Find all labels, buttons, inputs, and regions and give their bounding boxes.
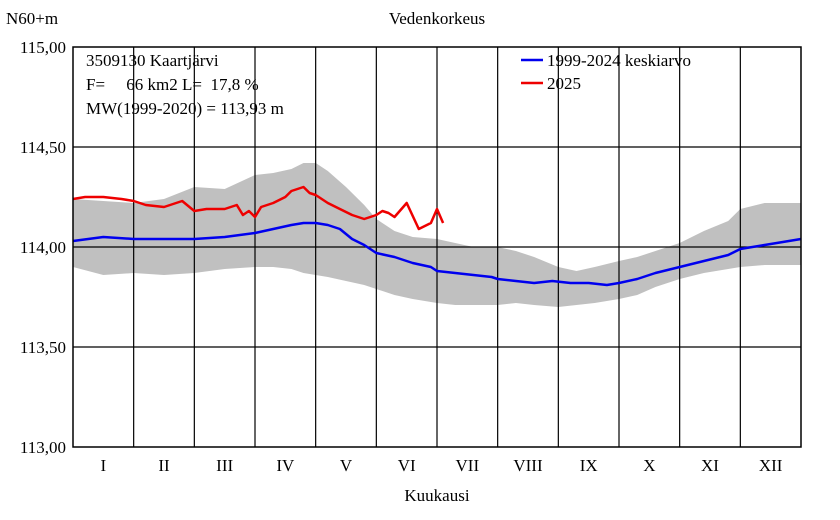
month-label: V	[340, 456, 353, 475]
month-label: X	[643, 456, 655, 475]
station-name: 3509130 Kaartjärvi	[86, 51, 219, 70]
legend-label-2025: 2025	[547, 74, 581, 93]
station-mean-level: MW(1999-2020) = 113,93 m	[86, 99, 284, 118]
station-area: F= 66 km2 L= 17,8 %	[86, 75, 259, 94]
y-tick-label: 114,50	[20, 138, 66, 157]
plot-frame	[72, 46, 802, 448]
month-label: III	[216, 456, 233, 475]
month-label: I	[100, 456, 106, 475]
month-label: IX	[580, 456, 598, 475]
y-axis-ticks: 113,00 113,50 114,00 114,50 115,00	[20, 38, 66, 457]
month-label: VIII	[513, 456, 543, 475]
series-line-mean	[72, 221, 802, 287]
series-line-2025	[72, 185, 445, 231]
month-label: IV	[276, 456, 295, 475]
month-label: VI	[398, 456, 416, 475]
y-tick-label: 113,00	[20, 438, 66, 457]
legend-label-mean: 1999-2024 keskiarvo	[547, 51, 691, 70]
y-axis-unit: N60+m	[6, 9, 58, 28]
y-tick-label: 115,00	[20, 38, 66, 57]
x-axis-label: Kuukausi	[404, 486, 469, 505]
chart-title: Vedenkorkeus	[389, 9, 485, 28]
month-label: XI	[701, 456, 719, 475]
station-info: 3509130 Kaartjärvi F= 66 km2 L= 17,8 % M…	[86, 51, 284, 118]
series-lines	[72, 185, 802, 287]
month-label: XII	[759, 456, 783, 475]
month-label: VII	[456, 456, 480, 475]
month-label: II	[158, 456, 170, 475]
x-axis-months: I II III IV V VI VII VIII IX X XI XII	[100, 456, 782, 475]
legend: 1999-2024 keskiarvo 2025	[521, 51, 691, 93]
y-tick-label: 113,50	[20, 338, 66, 357]
y-tick-label: 114,00	[20, 238, 66, 257]
grid-lines	[73, 47, 801, 447]
